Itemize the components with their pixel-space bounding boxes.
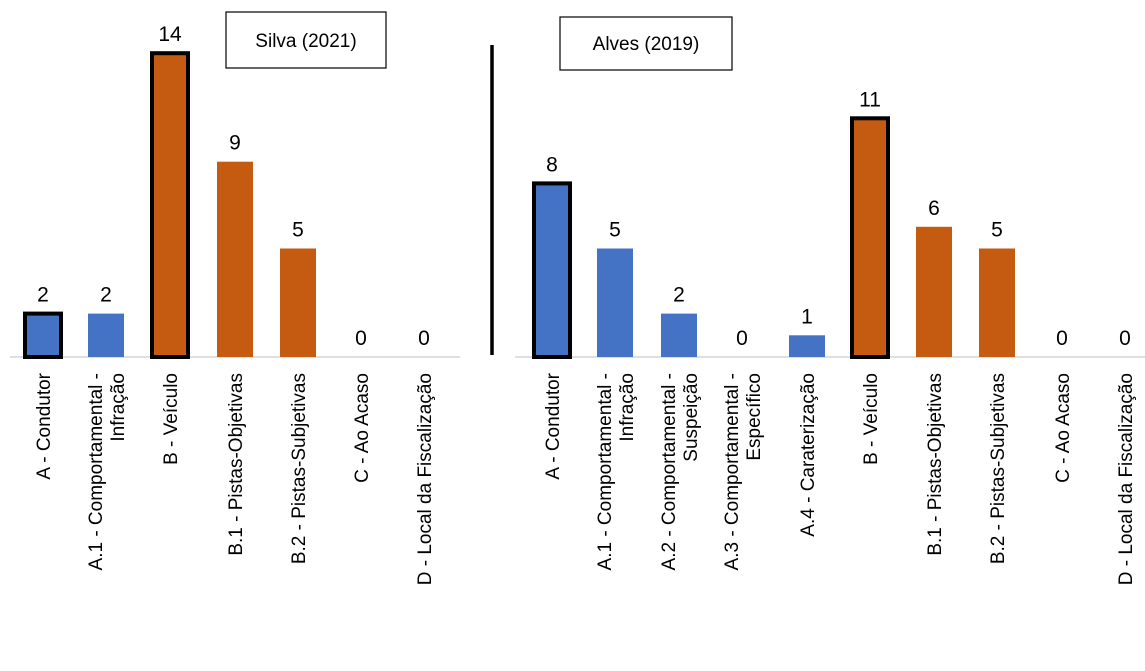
x-tick-label: A.1 - Comportamental - (86, 373, 107, 570)
data-label: 0 (418, 327, 430, 350)
x-tick-label: Suspeição (681, 373, 702, 462)
bar (280, 248, 316, 357)
data-label: 0 (736, 327, 748, 350)
bar (150, 51, 190, 359)
data-label: 2 (37, 284, 49, 307)
bar (23, 311, 63, 360)
data-label: 5 (991, 219, 1003, 242)
data-label: 8 (546, 153, 558, 176)
bar (916, 226, 952, 357)
data-label: 14 (158, 23, 182, 46)
x-tick-label: B - Veículo (861, 373, 882, 465)
x-tick-label: A.1 - Comportamental - (595, 373, 616, 570)
x-tick-label: A.3 - Comportamental - (722, 373, 743, 570)
bar (789, 335, 825, 357)
x-tick-label: A.4 - Caraterização (798, 373, 819, 537)
data-label: 5 (609, 219, 621, 242)
data-label: 0 (1119, 327, 1131, 350)
chart-panel-silva: Silva (2021) 2 A - Condutor 2 A.1 - Comport… (10, 11, 460, 585)
chart-panel-alves: Alves (2019) 8 A - Condutor 5 A.1 - Comport… (515, 16, 1145, 585)
bar (597, 248, 633, 357)
x-tick-label: B.2 - Pistas-Subjetivas (289, 373, 310, 564)
x-tick-label: Infração (108, 373, 129, 442)
bar (850, 116, 890, 359)
panel-title-box (559, 16, 733, 71)
x-tick-label: B.1 - Pistas-Objetivas (925, 373, 946, 556)
x-tick-label: C - Ao Acaso (1053, 373, 1074, 483)
bar (661, 313, 697, 357)
data-label: 9 (229, 132, 241, 155)
panel-title: Alves (2019) (593, 34, 700, 55)
bar (217, 161, 253, 357)
x-tick-label: B - Veículo (161, 373, 182, 465)
data-label: 5 (292, 219, 304, 242)
bar-group: 8 A - Condutor 5 A.1 - Comportamental - Infr… (515, 88, 1145, 585)
bar (979, 248, 1015, 357)
x-tick-label: Infração (617, 373, 638, 442)
bar (88, 313, 124, 357)
x-tick-label: D - Local da Fiscalização (415, 373, 436, 585)
x-tick-label: A - Condutor (34, 372, 55, 479)
data-label: 0 (1056, 327, 1068, 350)
x-tick-label: D - Local da Fiscalização (1116, 373, 1137, 585)
bar (532, 181, 572, 359)
x-tick-label: B.1 - Pistas-Objetivas (226, 373, 247, 556)
x-tick-label: A.2 - Comportamental - (659, 373, 680, 570)
data-label: 2 (100, 284, 112, 307)
x-tick-label: C - Ao Acaso (352, 373, 373, 483)
panel-title-box (225, 11, 387, 69)
bar-group: 2 A - Condutor 2 A.1 - Comportamental - Infr… (10, 23, 460, 585)
panel-title: Silva (2021) (255, 31, 356, 52)
data-label: 6 (928, 197, 940, 220)
data-label: 0 (355, 327, 367, 350)
x-tick-label: Específico (744, 373, 765, 461)
data-label: 11 (859, 88, 881, 111)
data-label: 2 (673, 284, 685, 307)
x-tick-label: A - Condutor (543, 372, 564, 479)
data-label: 1 (801, 305, 813, 328)
x-tick-label: B.2 - Pistas-Subjetivas (988, 373, 1009, 564)
